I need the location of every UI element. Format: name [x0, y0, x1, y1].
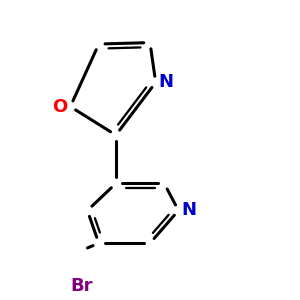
Text: N: N [181, 202, 196, 220]
Text: N: N [158, 74, 173, 92]
Text: O: O [52, 98, 68, 116]
Text: Br: Br [70, 277, 93, 295]
